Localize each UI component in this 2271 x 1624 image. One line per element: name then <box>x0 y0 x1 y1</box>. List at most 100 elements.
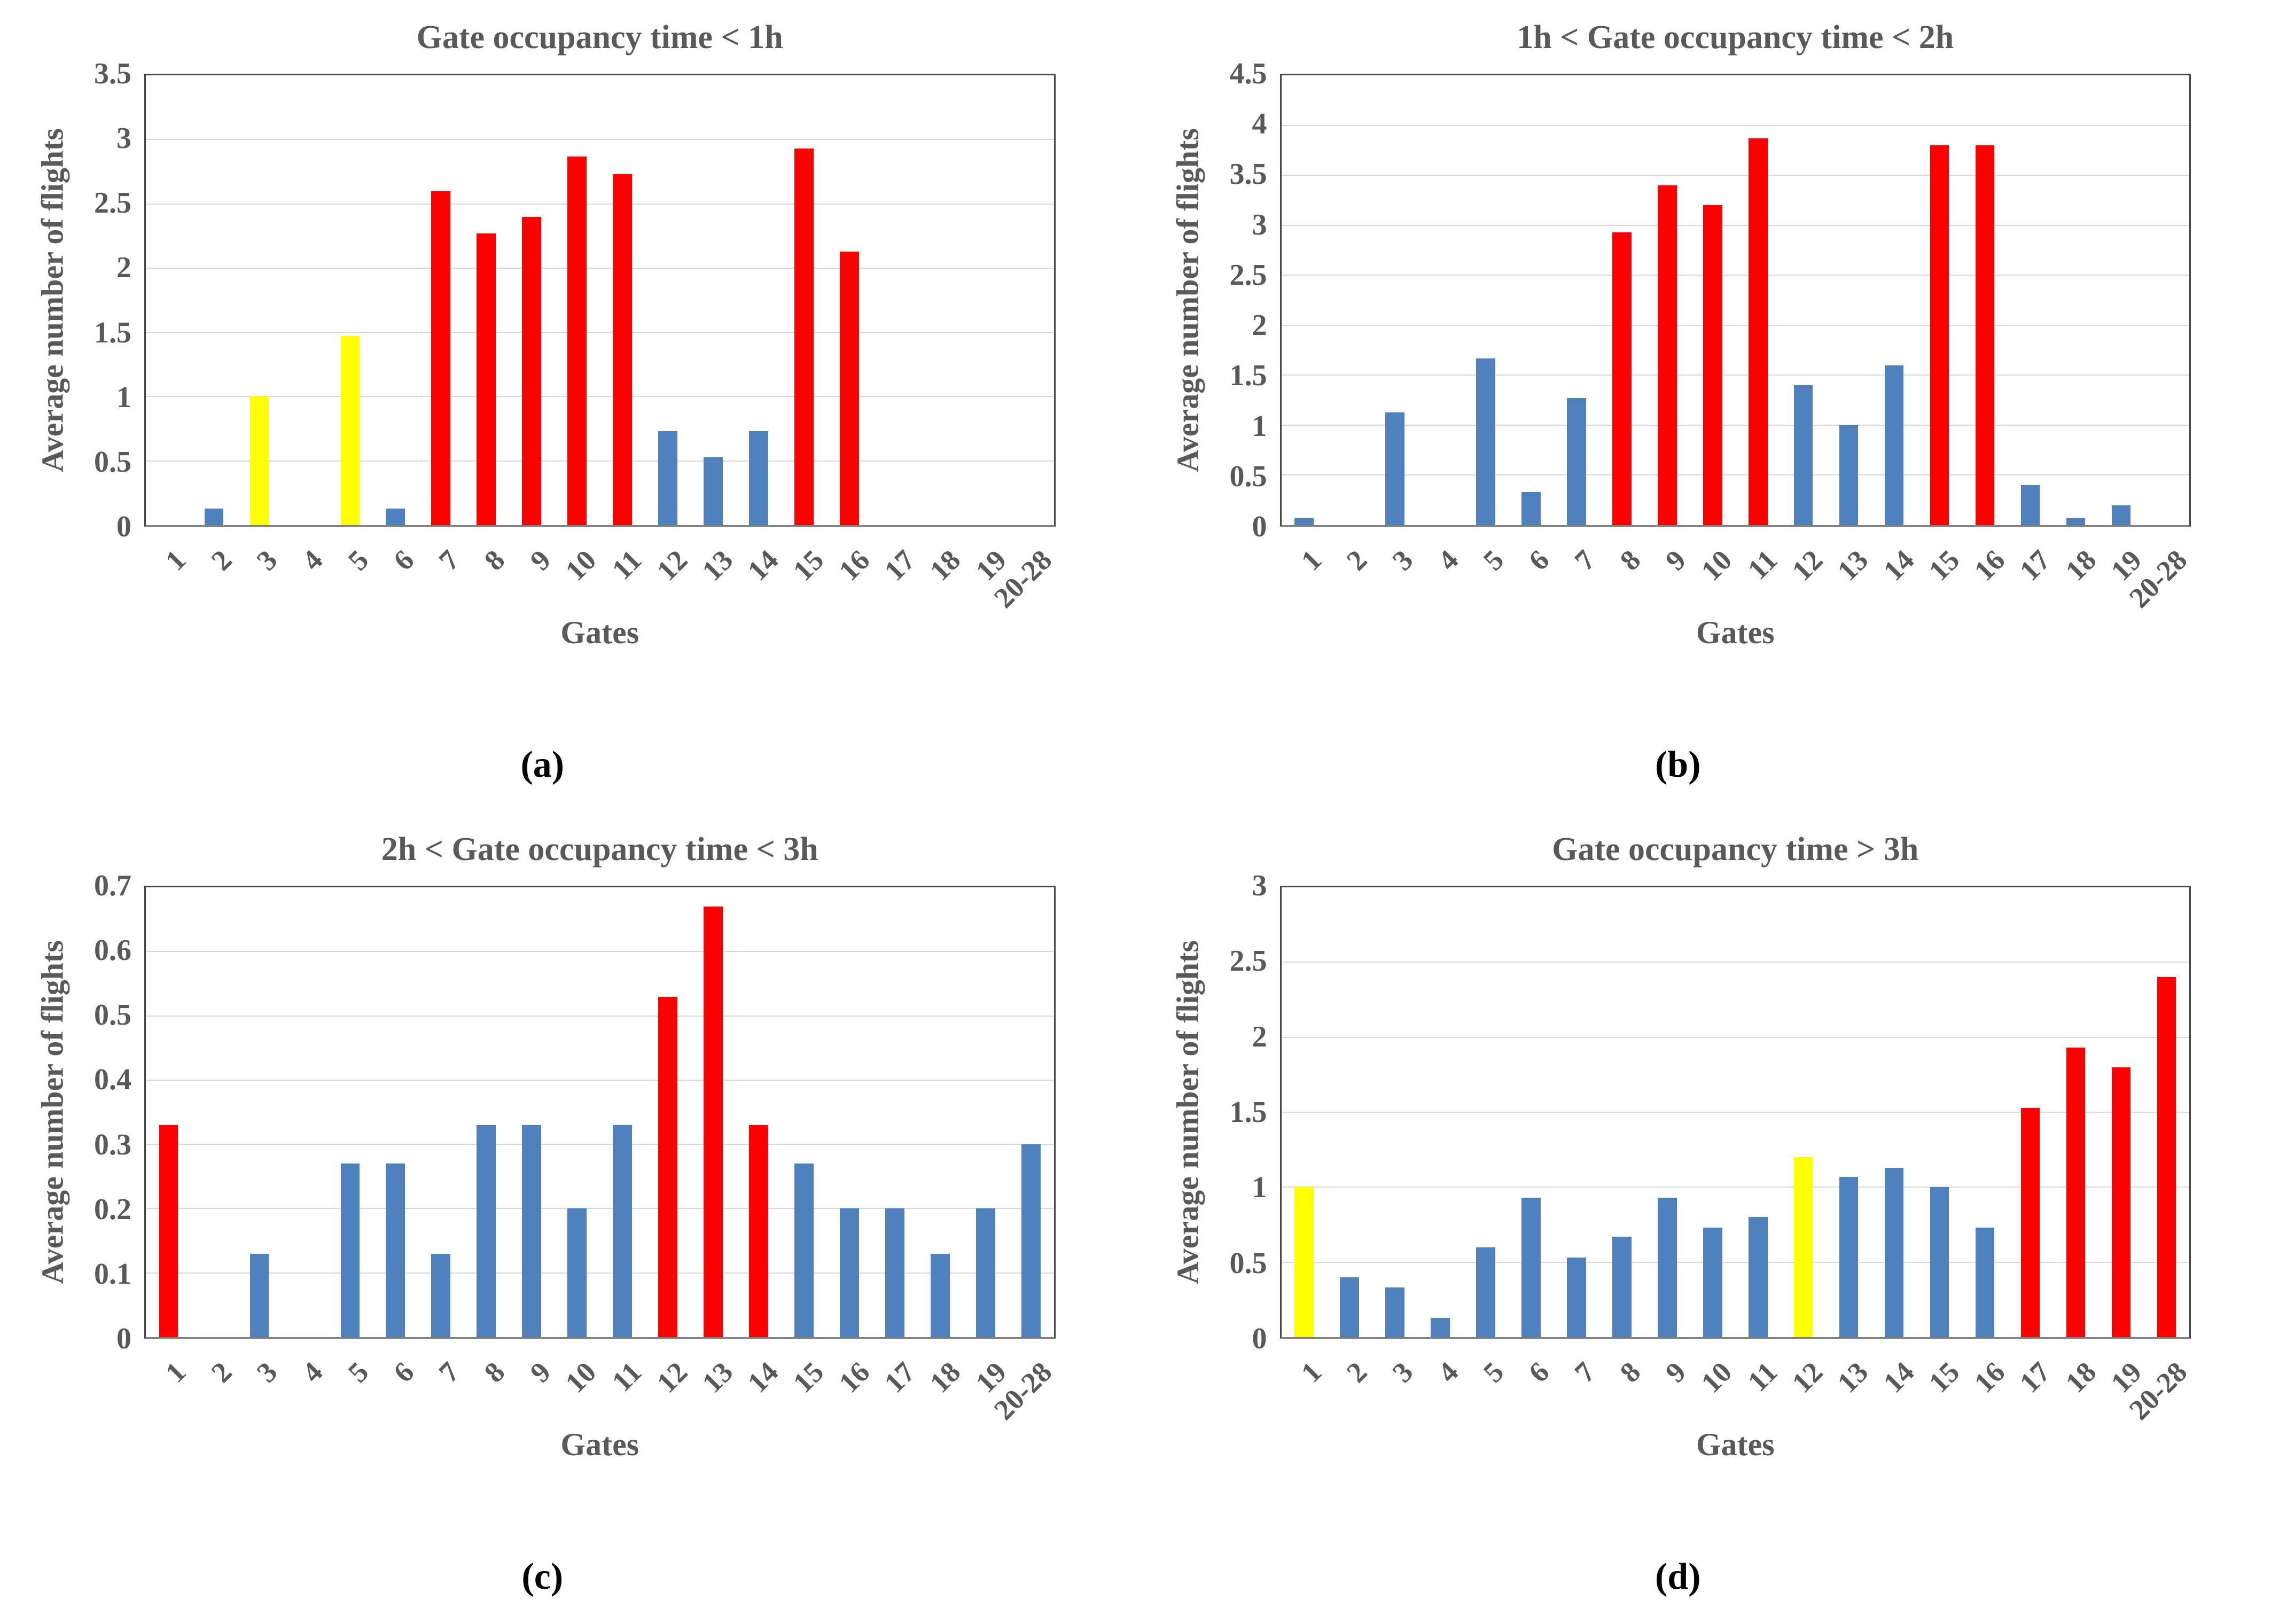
y-tick-label: 4 <box>1252 107 1267 141</box>
bar-slot <box>1917 887 1962 1337</box>
x-tick-label: 4 <box>1431 1355 1465 1389</box>
bar-slot <box>555 75 600 525</box>
bar-gate-19 <box>2111 1067 2131 1337</box>
x-tick-label: 14 <box>1877 543 1920 587</box>
y-axis-ticks: 0 0.1 0.2 0.3 0.4 0.5 0.6 0.7 <box>75 871 144 1354</box>
bar-slot <box>1644 887 1690 1337</box>
x-tick-slot: 6 <box>1508 527 1556 611</box>
bar-slot <box>1826 75 1871 525</box>
x-tick-slot: 18 <box>2054 1339 2102 1423</box>
y-tick-label: 2 <box>116 251 131 285</box>
bar-gate-6 <box>386 508 405 525</box>
bar-slot <box>237 75 282 525</box>
x-tick-label: 13 <box>696 543 739 587</box>
plot-area <box>1279 886 2191 1339</box>
bar-slot <box>1735 75 1781 525</box>
y-tick-label: 3.5 <box>94 57 131 90</box>
x-tick-label: 17 <box>2014 1355 2057 1399</box>
x-tick-label: 13 <box>1831 543 1875 587</box>
bar-gate-19 <box>976 1208 995 1337</box>
bar-slot <box>917 887 963 1337</box>
bars <box>1282 75 2190 525</box>
bar-gate-15 <box>794 149 814 525</box>
x-tick-slot: 17 <box>2009 527 2057 611</box>
x-tick-slot: 14 <box>737 527 785 611</box>
x-tick-label: 3 <box>250 1355 284 1389</box>
bar-slot <box>1326 75 1372 525</box>
bar-slot <box>1599 887 1644 1337</box>
x-tick-slot: 1 <box>1280 1339 1328 1423</box>
x-tick-slot: 5 <box>1462 1339 1510 1423</box>
x-tick-label: 8 <box>1613 543 1647 577</box>
x-tick-slot: 2 <box>1325 527 1373 611</box>
y-tick-label: 0.5 <box>94 998 131 1032</box>
x-tick-label: 12 <box>1785 543 1829 587</box>
y-tick-label: 0 <box>1252 510 1267 543</box>
bar-slot <box>191 75 237 525</box>
x-tick-slot: 12 <box>645 1339 693 1423</box>
bar-gate-17 <box>2020 1107 2040 1337</box>
bar-slot <box>2008 75 2053 525</box>
chart-body: Average number of flights 0 0.5 1 1.5 2 2.5 3 3… <box>1165 59 2191 542</box>
x-tick-slot: 8 <box>1598 527 1647 611</box>
bar-slot <box>1826 887 1871 1337</box>
bar-slot <box>1554 887 1599 1337</box>
x-tick-slot: 3 <box>1371 527 1419 611</box>
x-tick-slot: 7 <box>418 1339 466 1423</box>
x-tick-label: 4 <box>1431 543 1465 577</box>
bar-gate-16 <box>840 251 859 525</box>
x-tick-slot: 12 <box>1781 527 1829 611</box>
bar-slot <box>736 75 782 525</box>
y-axis-title-text: Average number of flights <box>35 128 69 472</box>
bar-gate-5 <box>1476 358 1495 525</box>
x-tick-label: 12 <box>1785 1355 1829 1399</box>
bar-slot <box>2053 887 2098 1337</box>
x-tick-slot: 17 <box>873 1339 922 1423</box>
x-tick-slot: 9 <box>509 527 557 611</box>
y-tick-label: 0 <box>116 1322 131 1355</box>
x-tick-slot: 4 <box>1416 527 1465 611</box>
bar-slot <box>782 75 827 525</box>
y-tick-label: 3.5 <box>1229 158 1267 191</box>
x-tick-slot: 5 <box>1462 527 1510 611</box>
bar-gate-11 <box>613 1125 632 1337</box>
bar-gate-18 <box>2066 518 2086 525</box>
bar-gate-15 <box>794 1164 814 1337</box>
y-axis-title-text: Average number of flights <box>35 940 69 1284</box>
gridline <box>1281 1186 2189 1188</box>
x-tick-slot: 10 <box>555 1339 603 1423</box>
x-tick-slot: 14 <box>737 1339 785 1423</box>
y-axis-title: Average number of flights <box>29 74 75 527</box>
bar-slot <box>2098 75 2144 525</box>
x-tick-slot: 18 <box>919 527 967 611</box>
x-tick-label: 14 <box>741 543 785 587</box>
bar-gate-11 <box>1748 138 1768 525</box>
y-tick-label: 3 <box>116 122 131 155</box>
plot-area <box>1279 74 2191 527</box>
y-axis-ticks: 0 0.5 1 1.5 2 2.5 3 3.5 4 4.5 <box>1211 59 1280 542</box>
x-tick-label: 18 <box>923 543 967 587</box>
x-tick-slot: 20-28 <box>988 1339 1058 1426</box>
x-tick-label: 1 <box>159 1355 192 1389</box>
x-tick-slot: 16 <box>1963 1339 2011 1423</box>
x-tick-label: 18 <box>2059 543 2103 587</box>
x-tick-label: 3 <box>1386 1355 1419 1389</box>
bar-slot <box>872 887 918 1337</box>
x-tick-label: 5 <box>341 1355 374 1389</box>
x-tick-label: 2 <box>205 543 238 577</box>
bar-gate-17 <box>885 1208 904 1337</box>
bar-slot <box>600 75 645 525</box>
y-tick-label: 1 <box>116 380 131 414</box>
bars <box>1282 887 2190 1337</box>
bar-slot <box>1008 887 1053 1337</box>
bar-slot <box>2144 75 2189 525</box>
x-tick-slot: 18 <box>2054 527 2103 611</box>
panel-caption: (c) <box>521 1556 564 1597</box>
x-tick-slot: 15 <box>782 1339 830 1423</box>
bar-gate-13 <box>1839 1176 1859 1337</box>
x-tick-slot: 15 <box>1917 527 1966 611</box>
x-tick-slot: 10 <box>1690 527 1738 611</box>
bar-gate-10 <box>567 1208 587 1337</box>
x-tick-slot: 20-28 <box>988 527 1058 614</box>
gridline <box>146 1079 1054 1081</box>
